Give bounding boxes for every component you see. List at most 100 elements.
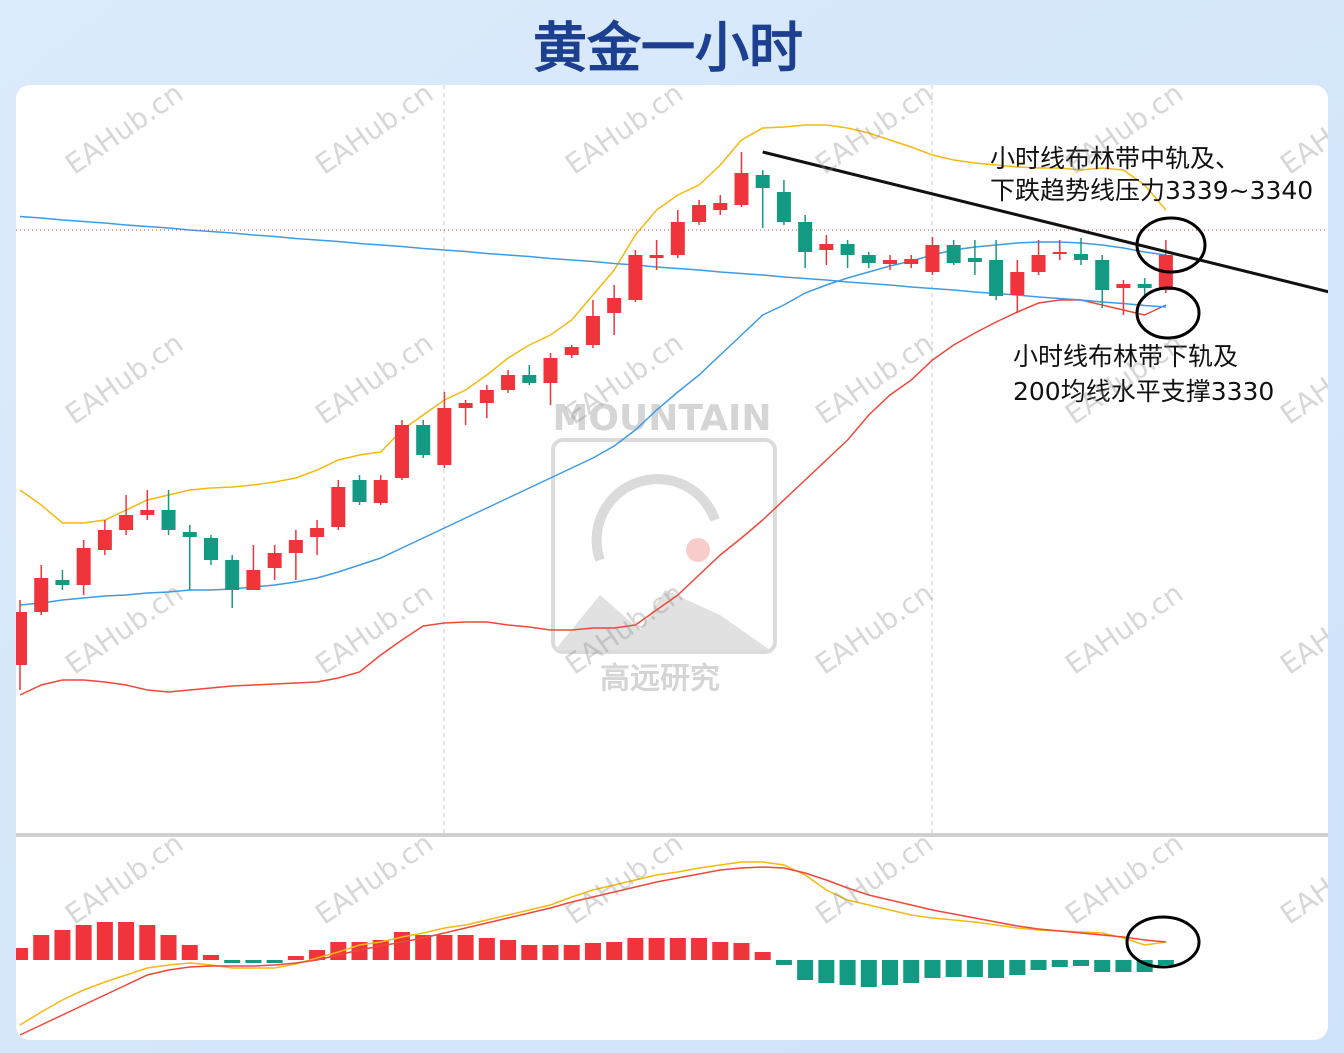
candle-body [713,203,728,210]
logo: MOUNTAIN 高远研究 [551,398,777,697]
histogram-bar [16,948,28,960]
candle-body [1052,252,1067,254]
candle-body [352,480,367,502]
histogram-bar [287,956,304,960]
panel [16,85,1328,1040]
logo-frame [551,438,777,654]
line [19,861,1166,1026]
candle-body [416,425,431,455]
candle-body [76,548,91,585]
candle-body [373,480,388,503]
candle-body [479,390,494,403]
annotation: 小时线布林带下轨及 [1013,342,1238,371]
histogram-bar [54,930,71,960]
histogram-bar [139,925,156,960]
histogram-bar [648,938,665,960]
histogram-bar [330,942,347,960]
histogram-bar [245,960,262,963]
candle-body [861,255,876,263]
histogram-bar [224,960,241,963]
histogram-bar [712,942,729,960]
candle-body [225,560,240,590]
histogram-bar [1051,960,1068,967]
annotation: 小时线布林带中轨及、 [990,144,1240,173]
histogram-bar [202,955,219,960]
histogram-bar [478,938,495,960]
candle-body [140,510,155,515]
candle-body [288,540,303,553]
candle-body [522,375,537,383]
candle-body [1010,272,1025,295]
candle-body [585,316,600,345]
highlight-circle [1135,216,1207,274]
histogram-bar [1073,960,1089,966]
histogram-bar [754,952,771,960]
candle-body [840,244,855,255]
histogram-bar [75,925,92,960]
candle-body [776,192,791,222]
logo-arc [591,474,720,562]
histogram-bar [839,960,856,985]
histogram-bar [691,938,708,960]
candle-body [904,259,919,264]
candle-body [34,578,49,612]
candle-body [1116,284,1131,288]
logo-subtitle: 高远研究 [600,662,720,697]
histogram-bar [797,960,814,980]
candle-body [246,570,261,590]
histogram-bar [542,945,559,960]
candle-body [755,175,770,188]
candle-body [182,532,197,537]
candle-body [1074,254,1088,260]
line [19,299,1167,696]
histogram-bar [500,940,517,960]
logo-dot [686,538,710,562]
histogram-bar [966,960,983,977]
candle-body [649,255,664,258]
histogram-bar [436,935,453,960]
histogram-bar [1009,960,1026,975]
trend-line [762,150,1328,294]
logo-mountain [555,590,770,650]
candle-body [310,528,325,537]
histogram-bar [563,945,580,960]
annotation: 200均线水平支撑3330 [1013,377,1274,406]
histogram-bar [160,935,177,960]
candle-body [501,375,516,390]
candle-body [437,408,452,465]
annotation-marks [1125,216,1207,969]
candle-body [97,530,112,550]
histogram-bar [393,932,410,960]
histogram-bar [627,938,644,960]
histogram-bar [266,960,283,963]
candle-body [119,515,134,530]
histogram-bar [882,960,899,985]
candle-body [967,258,982,262]
candle-body [798,222,813,252]
histogram-bar [457,935,474,960]
candle-body [989,260,1004,296]
candle-body [670,222,685,255]
candle-body [55,580,70,585]
candle-body [16,612,27,665]
histogram-bar [181,945,198,960]
candle-body [819,244,834,250]
candle-body [203,538,218,560]
annotation: 下跌趋势线压力3339~3340 [990,176,1313,205]
chart-title: 黄金一小时 [533,17,803,80]
histogram-bar [988,960,1005,978]
candle-body [946,245,961,263]
histogram-bar [309,950,326,960]
histogram-bar [924,960,941,978]
histogram-bar [669,938,686,960]
candle-body [692,205,707,222]
line [19,866,1166,1036]
histogram-bar [775,960,792,965]
candle-body [883,260,898,264]
highlight-circle [1125,915,1201,969]
candle-body [607,298,622,313]
candle-body [161,510,176,530]
candle-body [543,358,558,383]
histogram-bar [860,960,877,987]
